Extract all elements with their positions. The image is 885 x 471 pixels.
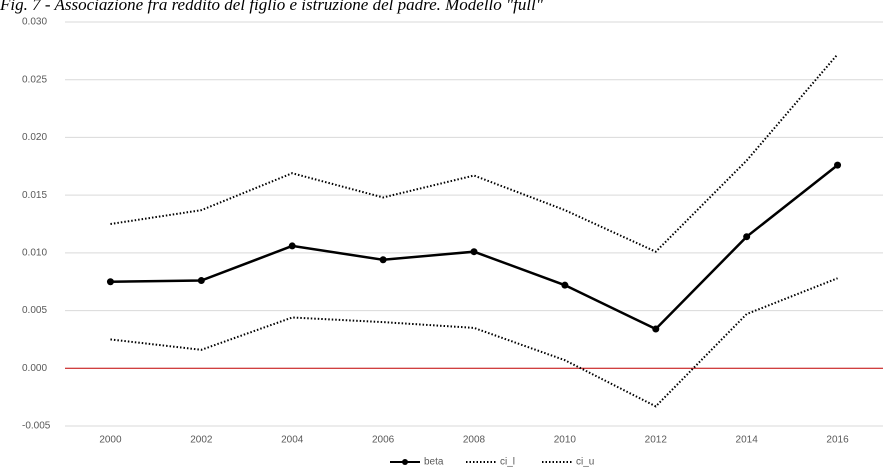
legend-label: ci_l (500, 457, 515, 468)
x-tick-label: 2012 (645, 435, 668, 446)
legend-label: beta (424, 457, 444, 468)
x-tick-label: 2004 (281, 435, 304, 446)
point (834, 161, 842, 169)
point (470, 248, 478, 256)
point (106, 278, 114, 286)
y-tick-label: 0.030 (22, 17, 47, 28)
line-ci-l (110, 277, 838, 408)
legend-marker (402, 459, 408, 465)
y-tick-label: -0.005 (22, 421, 51, 432)
line-beta (110, 164, 839, 331)
x-tick-label: 2016 (826, 435, 849, 446)
x-tick-label: 2002 (190, 435, 213, 446)
y-tick-label: 0.005 (22, 305, 47, 316)
y-tick-label: 0.020 (22, 132, 47, 143)
x-tick-label: 2010 (554, 435, 577, 446)
y-tick-label: 0.000 (22, 363, 47, 374)
point (561, 281, 569, 289)
x-tick-label: 2000 (99, 435, 122, 446)
legend-label: ci_u (576, 457, 594, 468)
line-ci-u (110, 53, 839, 253)
chart-title: Fig. 7 - Associazione fra reddito del fi… (0, 0, 544, 14)
point (197, 277, 205, 285)
y-tick-label: 0.015 (22, 190, 47, 201)
y-tick-label: 0.025 (22, 74, 47, 85)
point (379, 256, 387, 264)
x-tick-label: 2008 (463, 435, 486, 446)
point (743, 233, 751, 241)
y-tick-label: 0.010 (22, 247, 47, 258)
point (652, 325, 660, 333)
x-tick-label: 2006 (372, 435, 395, 446)
x-tick-label: 2014 (736, 435, 759, 446)
point (288, 242, 296, 250)
